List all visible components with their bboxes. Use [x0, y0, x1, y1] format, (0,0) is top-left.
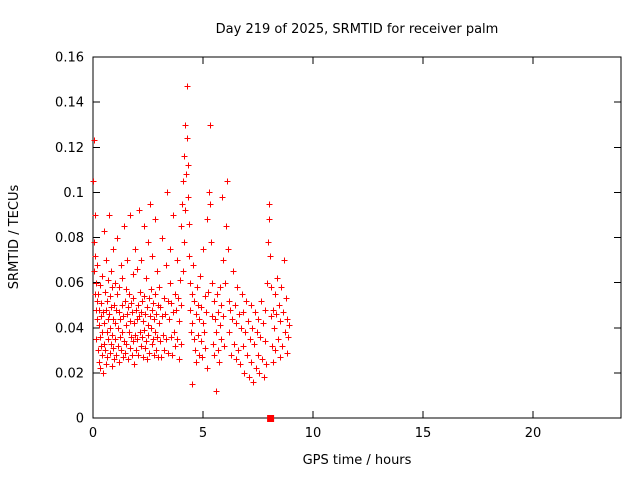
scatter-points [90, 83, 293, 395]
x-tick-label: 10 [305, 426, 322, 441]
zero-square-marker [267, 415, 275, 422]
y-axis-label: SRMTID / TECUs [7, 185, 22, 290]
plot-border [92, 56, 622, 419]
y-tick-label: 0.02 [55, 366, 84, 381]
y-tick-label: 0.12 [55, 141, 84, 156]
y-tick-label: 0.04 [55, 321, 84, 336]
tick-labels: 0 5 10 15 20 0 0.02 0.04 0.06 0.08 0.1 0.12 0.14 0.16 [55, 51, 541, 442]
y-tick-label: 0.1 [63, 186, 84, 201]
x-tick-label: 5 [199, 426, 207, 441]
y-tick-label: 0.08 [55, 231, 84, 246]
x-tick-label: 15 [415, 426, 432, 441]
x-axis-label: GPS time / hours [303, 453, 412, 468]
data-points-path [90, 83, 293, 395]
square-point [267, 415, 275, 422]
y-tick-label: 0 [76, 412, 84, 427]
x-tick-label: 20 [525, 426, 542, 441]
y-tick-label: 0.14 [55, 96, 84, 111]
y-tick-label: 0.06 [55, 276, 84, 291]
y-tick-label: 0.16 [55, 51, 84, 66]
x-tick-label: 0 [89, 426, 97, 441]
plot-frame [92, 56, 622, 419]
axis-ticks [92, 56, 621, 419]
chart-title: Day 219 of 2025, SRMTID for receiver pal… [216, 22, 499, 37]
